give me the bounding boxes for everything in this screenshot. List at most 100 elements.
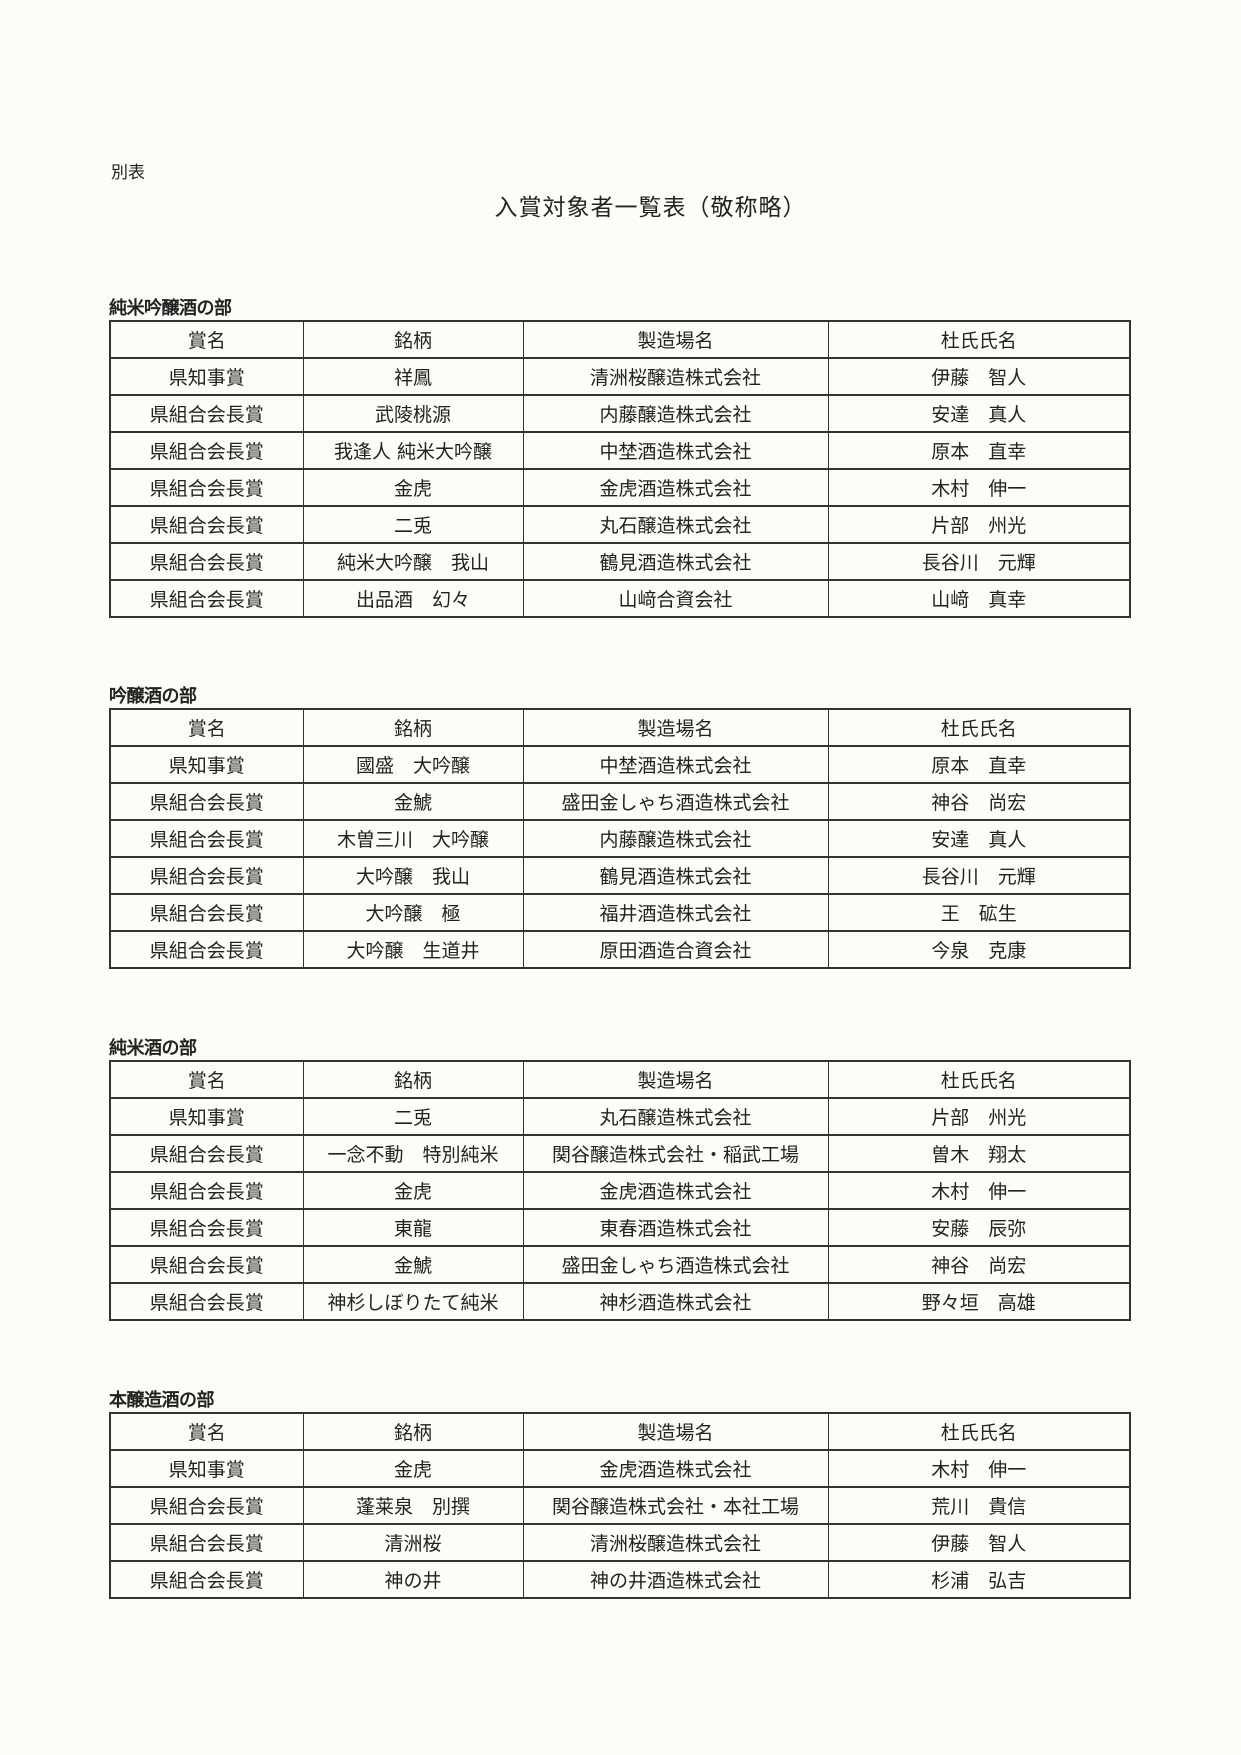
table-cell: 丸石醸造株式会社 (522, 505, 829, 544)
table-cell: 盛田金しゃち酒造株式会社 (522, 782, 829, 821)
table-cell: 大吟醸 我山 (302, 856, 524, 895)
table-cell: 二兎 (302, 505, 524, 544)
table-cell: 県組合会長賞 (109, 1523, 304, 1562)
table-cell: 今泉 克康 (827, 930, 1131, 969)
column-header: 製造場名 (522, 1412, 829, 1451)
column-header: 賞名 (109, 320, 304, 359)
table-cell: 県組合会長賞 (109, 1134, 304, 1173)
table-cell: 伊藤 智人 (827, 1523, 1131, 1562)
table-cell: 清洲桜 (302, 1523, 524, 1562)
table-cell: 東龍 (302, 1208, 524, 1247)
table-cell: 県知事賞 (109, 1097, 304, 1136)
table-row: 県組合会長賞 神杉しぼりたて純米 神杉酒造株式会社 野々垣 高雄 (109, 1282, 1131, 1321)
table-cell: 金虎 (302, 1171, 524, 1210)
table-cell: 出品酒 幻々 (302, 579, 524, 618)
table-cell: 荒川 貴信 (827, 1486, 1131, 1525)
table-header-row: 賞名 銘柄 製造場名 杜氏氏名 (109, 320, 1131, 359)
table-cell: 県組合会長賞 (109, 468, 304, 507)
table-cell: 片部 州光 (827, 505, 1131, 544)
table-cell: 清洲桜醸造株式会社 (522, 1523, 829, 1562)
table-cell: 県組合会長賞 (109, 542, 304, 581)
table-cell: 県組合会長賞 (109, 431, 304, 470)
table-cell: 安達 真人 (827, 819, 1131, 858)
table-cell: 原本 直幸 (827, 745, 1131, 784)
table-cell: 伊藤 智人 (827, 357, 1131, 396)
table-cell: 神谷 尚宏 (827, 1245, 1131, 1284)
column-header: 銘柄 (302, 1412, 524, 1451)
table-row: 県組合会長賞 一念不動 特別純米 関谷醸造株式会社・稲武工場 曽木 翔太 (109, 1134, 1131, 1173)
section-heading: 純米酒の部 (109, 1038, 197, 1059)
table-cell: 國盛 大吟醸 (302, 745, 524, 784)
table-row: 県組合会長賞 蓬莱泉 別撰 関谷醸造株式会社・本社工場 荒川 貴信 (109, 1486, 1131, 1525)
table-cell: 野々垣 高雄 (827, 1282, 1131, 1321)
table-cell: 安達 真人 (827, 394, 1131, 433)
table-cell: 原本 直幸 (827, 431, 1131, 470)
table-cell: 神の井酒造株式会社 (522, 1560, 829, 1599)
table-cell: 安藤 辰弥 (827, 1208, 1131, 1247)
table-cell: 県組合会長賞 (109, 782, 304, 821)
table-cell: 神谷 尚宏 (827, 782, 1131, 821)
table-cell: 県組合会長賞 (109, 930, 304, 969)
table-row: 県知事賞 國盛 大吟醸 中埜酒造株式会社 原本 直幸 (109, 745, 1131, 784)
table-cell: 祥鳳 (302, 357, 524, 396)
table-cell: 蓬莱泉 別撰 (302, 1486, 524, 1525)
table-cell: 県組合会長賞 (109, 1208, 304, 1247)
table-row: 県組合会長賞 大吟醸 我山 鶴見酒造株式会社 長谷川 元輝 (109, 856, 1131, 895)
table-row: 県組合会長賞 金鯱 盛田金しゃち酒造株式会社 神谷 尚宏 (109, 782, 1131, 821)
table-row: 県組合会長賞 東龍 東春酒造株式会社 安藤 辰弥 (109, 1208, 1131, 1247)
table-row: 県組合会長賞 金虎 金虎酒造株式会社 木村 伸一 (109, 1171, 1131, 1210)
table-cell: 県知事賞 (109, 357, 304, 396)
table-cell: 県組合会長賞 (109, 893, 304, 932)
award-section: 本醸造酒の部 賞名 銘柄 製造場名 杜氏氏名 県知事賞 金虎 金虎酒造株式会社 木村 伸一 県組合… (109, 1390, 1131, 1599)
table-cell: 県組合会長賞 (109, 1282, 304, 1321)
table-cell: 山﨑合資会社 (522, 579, 829, 618)
award-table: 賞名 銘柄 製造場名 杜氏氏名 県知事賞 二兎 丸石醸造株式会社 片部 州光 県組合会長賞 一念不… (109, 1060, 1131, 1321)
table-cell: 一念不動 特別純米 (302, 1134, 524, 1173)
table-cell: 東春酒造株式会社 (522, 1208, 829, 1247)
section-heading: 吟醸酒の部 (109, 686, 197, 707)
document-note: 別表 (111, 163, 145, 183)
table-row: 県組合会長賞 清洲桜 清洲桜醸造株式会社 伊藤 智人 (109, 1523, 1131, 1562)
column-header: 賞名 (109, 1060, 304, 1099)
table-cell: 県組合会長賞 (109, 1560, 304, 1599)
table-cell: 神杉しぼりたて純米 (302, 1282, 524, 1321)
table-header-row: 賞名 銘柄 製造場名 杜氏氏名 (109, 1412, 1131, 1451)
table-cell: 金虎酒造株式会社 (522, 1171, 829, 1210)
table-row: 県組合会長賞 木曽三川 大吟醸 内藤醸造株式会社 安達 真人 (109, 819, 1131, 858)
table-cell: 中埜酒造株式会社 (522, 431, 829, 470)
table-cell: 県組合会長賞 (109, 579, 304, 618)
table-cell: 曽木 翔太 (827, 1134, 1131, 1173)
table-cell: 山﨑 真幸 (827, 579, 1131, 618)
table-row: 県組合会長賞 我逢人 純米大吟醸 中埜酒造株式会社 原本 直幸 (109, 431, 1131, 470)
table-cell: 木村 伸一 (827, 1171, 1131, 1210)
table-cell: 鶴見酒造株式会社 (522, 856, 829, 895)
table-row: 県知事賞 二兎 丸石醸造株式会社 片部 州光 (109, 1097, 1131, 1136)
table-row: 県組合会長賞 金鯱 盛田金しゃち酒造株式会社 神谷 尚宏 (109, 1245, 1131, 1284)
column-header: 杜氏氏名 (827, 320, 1131, 359)
table-cell: 内藤醸造株式会社 (522, 394, 829, 433)
table-row: 県組合会長賞 金虎 金虎酒造株式会社 木村 伸一 (109, 468, 1131, 507)
table-cell: 金虎 (302, 468, 524, 507)
column-header: 銘柄 (302, 320, 524, 359)
table-cell: 王 砿生 (827, 893, 1131, 932)
column-header: 製造場名 (522, 320, 829, 359)
table-cell: 清洲桜醸造株式会社 (522, 357, 829, 396)
table-cell: 金虎 (302, 1449, 524, 1488)
table-cell: 県組合会長賞 (109, 1486, 304, 1525)
table-cell: 木曽三川 大吟醸 (302, 819, 524, 858)
award-table: 賞名 銘柄 製造場名 杜氏氏名 県知事賞 金虎 金虎酒造株式会社 木村 伸一 県組合会長賞 蓬莱泉… (109, 1412, 1131, 1599)
table-cell: 県組合会長賞 (109, 1245, 304, 1284)
table-header-row: 賞名 銘柄 製造場名 杜氏氏名 (109, 708, 1131, 747)
column-header: 杜氏氏名 (827, 1060, 1131, 1099)
table-cell: 県知事賞 (109, 745, 304, 784)
table-cell: 大吟醸 極 (302, 893, 524, 932)
table-cell: 中埜酒造株式会社 (522, 745, 829, 784)
award-table: 賞名 銘柄 製造場名 杜氏氏名 県知事賞 國盛 大吟醸 中埜酒造株式会社 原本 直幸 県組合会長… (109, 708, 1131, 969)
table-row: 県組合会長賞 純米大吟醸 我山 鶴見酒造株式会社 長谷川 元輝 (109, 542, 1131, 581)
table-cell: 内藤醸造株式会社 (522, 819, 829, 858)
table-row: 県組合会長賞 大吟醸 生道井 原田酒造合資会社 今泉 克康 (109, 930, 1131, 969)
table-cell: 鶴見酒造株式会社 (522, 542, 829, 581)
table-cell: 二兎 (302, 1097, 524, 1136)
table-cell: 福井酒造株式会社 (522, 893, 829, 932)
table-cell: 大吟醸 生道井 (302, 930, 524, 969)
